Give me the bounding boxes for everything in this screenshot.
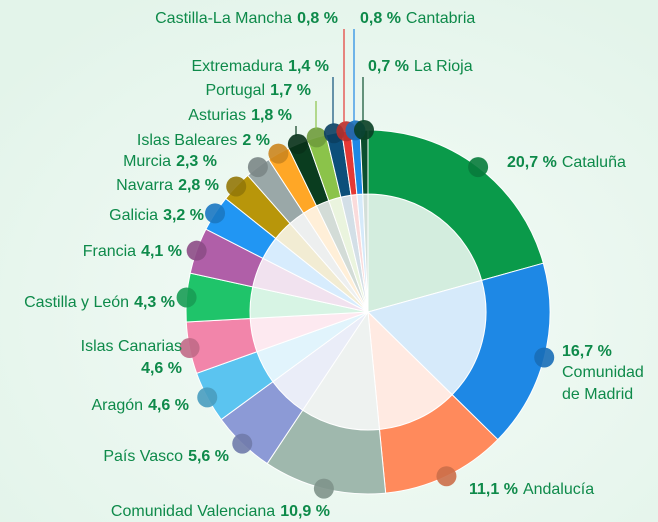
slice-name: La Rioja [414, 58, 473, 75]
slice-value: 0,7 % [368, 58, 409, 75]
slice-label: Castilla-La Mancha 0,8 % [155, 10, 338, 27]
slice-label: País Vasco 5,6 % [103, 448, 229, 465]
slice-label: Comunidad Valenciana 10,9 % [111, 503, 330, 520]
slice-label: Castilla y León 4,3 % [24, 294, 175, 311]
slice-label: Galicia 3,2 % [109, 207, 204, 224]
slice-value: 10,9 % [280, 503, 330, 520]
slice-value: 1,7 % [270, 82, 311, 99]
slice-value: 20,7 % [507, 154, 557, 171]
slice-dot [268, 143, 289, 164]
slice-dot [232, 433, 253, 454]
slice-label: 20,7 % Cataluña [507, 154, 626, 171]
slice-dot [197, 387, 218, 408]
slice-value: 3,2 % [163, 207, 204, 224]
slice-name: Castilla y León [24, 294, 129, 311]
slice-value: 0,8 % [360, 10, 401, 27]
slice-dot [176, 287, 197, 308]
slice-dot [226, 176, 247, 197]
slice-name: Castilla-La Mancha [155, 10, 292, 27]
slice-name: Extremadura [191, 58, 283, 75]
slice-dot [247, 157, 268, 178]
slice-value: 11,1 % [469, 481, 518, 498]
slice-name: Aragón [91, 397, 143, 414]
slice-value: 1,8 % [251, 107, 292, 124]
slice-dot [205, 203, 226, 224]
slice-name: Islas Baleares [137, 132, 238, 149]
slice-dot [436, 466, 457, 487]
slice-value: 1,4 % [288, 58, 329, 75]
slice-label: 0,7 % La Rioja [368, 58, 473, 75]
slice-dot [179, 338, 200, 359]
slice-name: País Vasco [103, 448, 183, 465]
slice-dot [534, 347, 555, 368]
slice-label: Francia 4,1 % [83, 243, 182, 260]
slice-dot [313, 478, 334, 499]
slice-label: Aragón 4,6 % [91, 397, 189, 414]
slice-name: Navarra [116, 177, 173, 194]
slice-label: Navarra 2,8 % [116, 177, 219, 194]
slice-name: Murcia [123, 153, 171, 170]
slice-name: Portugal [205, 82, 265, 99]
slice [367, 129, 544, 281]
slice-dot [354, 120, 375, 141]
slice-value: 4,1 % [141, 243, 182, 260]
slice-name: Francia [83, 243, 136, 260]
slice-name: Galicia [109, 207, 158, 224]
slice-value: 16,7 % [562, 343, 612, 360]
slice-name: Islas Canarias [81, 338, 182, 355]
slice-value: 4,6 % [141, 360, 182, 377]
slice-value: 2,8 % [178, 177, 219, 194]
slice-name: Comunidad de Madrid [562, 364, 644, 403]
slice-label: 16,7 % [562, 343, 612, 360]
slice-label: Extremadura 1,4 % [191, 58, 329, 75]
slice-label: Portugal 1,7 % [205, 82, 311, 99]
slice-label: 11,1 % Andalucía [469, 481, 594, 498]
slice-dot [186, 240, 207, 261]
slice-value: 4,3 % [134, 294, 175, 311]
slice-label: Islas Baleares 2 % [137, 132, 270, 149]
slice-value: 2,3 % [176, 153, 217, 170]
slice-label: 0,8 % Cantabria [360, 10, 475, 27]
slice-name: Cantabria [406, 10, 475, 27]
slice-name: Cataluña [562, 154, 626, 171]
slice-label: Murcia 2,3 % [123, 153, 217, 170]
slice-value: 0,8 % [297, 10, 338, 27]
slice-name-box: Comunidad de Madrid [562, 364, 644, 403]
slice-label: Asturias 1,8 % [188, 107, 292, 124]
slice-value: 5,6 % [188, 448, 229, 465]
slice-value: 4,6 % [148, 397, 189, 414]
slice-name: Comunidad Valenciana [111, 503, 275, 520]
slice-dot [306, 127, 327, 148]
slice-value: 2 % [242, 132, 270, 149]
slice-dot [468, 157, 489, 178]
slice-dot [287, 134, 308, 155]
slice-name: Andalucía [523, 481, 594, 498]
slice-name: Asturias [188, 107, 246, 124]
